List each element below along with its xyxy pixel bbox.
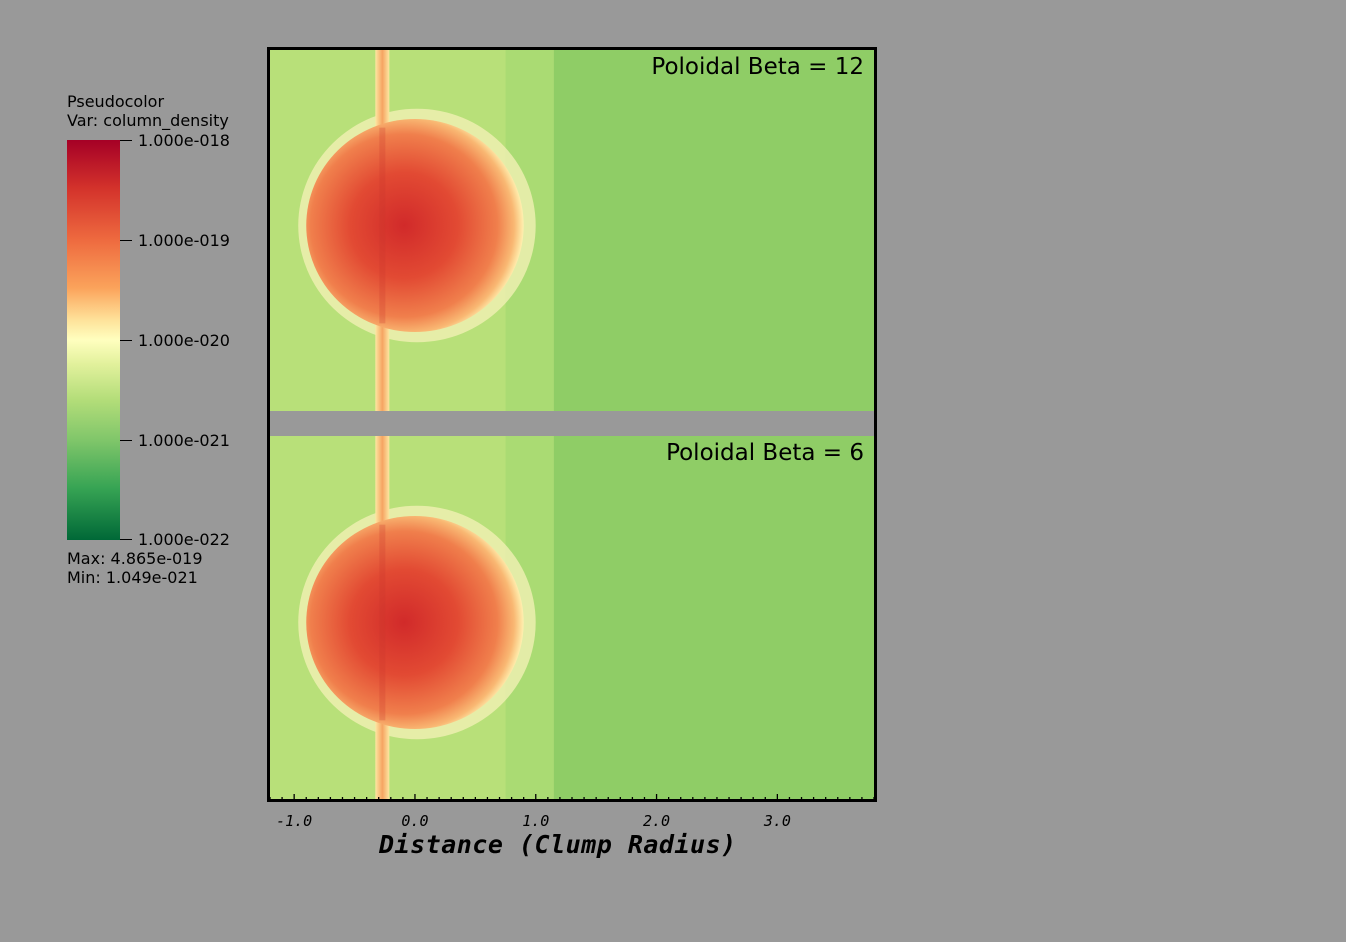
ambient-region-right — [553, 436, 874, 799]
colorbar-tick-label: 1.000e-021 — [138, 431, 230, 450]
clump-filament-shadow — [379, 524, 386, 721]
x-tick-label: 1.0 — [522, 812, 549, 830]
colorbar-tick-mark — [120, 539, 132, 540]
legend-max-label: Max: 4.865e-019 — [67, 549, 203, 568]
x-tick-label: 0.0 — [401, 812, 428, 830]
colorbar-tick-mark — [120, 340, 132, 341]
colorbar-tick-label: 1.000e-019 — [138, 231, 230, 250]
panel-label: Poloidal Beta = 6 — [666, 440, 864, 466]
legend-var-label: Var: column_density — [67, 111, 229, 130]
x-tick-label: -1.0 — [276, 812, 312, 830]
colorbar-tick-mark — [120, 240, 132, 241]
legend-title: Pseudocolor — [67, 92, 165, 111]
clump — [306, 118, 524, 333]
colorbar-tick-label: 1.000e-020 — [138, 331, 230, 350]
panel-label: Poloidal Beta = 12 — [651, 54, 864, 80]
x-tick-label: 3.0 — [763, 812, 791, 830]
ambient-region-right — [553, 50, 874, 411]
colorbar-tick-mark — [120, 140, 132, 141]
colorbar-tick-label: 1.000e-022 — [138, 530, 230, 549]
x-axis-title: Distance (Clump Radius) — [379, 830, 737, 859]
clump — [306, 515, 524, 730]
panel-separator — [268, 411, 876, 436]
heatmap-panel — [270, 436, 874, 799]
colorbar — [67, 140, 120, 540]
colorbar-tick-label: 1.000e-018 — [138, 131, 230, 150]
clump-filament-shadow — [379, 127, 386, 324]
x-tick-label: 2.0 — [643, 812, 670, 830]
legend-min-label: Min: 1.049e-021 — [67, 568, 198, 587]
colorbar-tick-mark — [120, 440, 132, 441]
heatmap-panel — [270, 50, 874, 411]
